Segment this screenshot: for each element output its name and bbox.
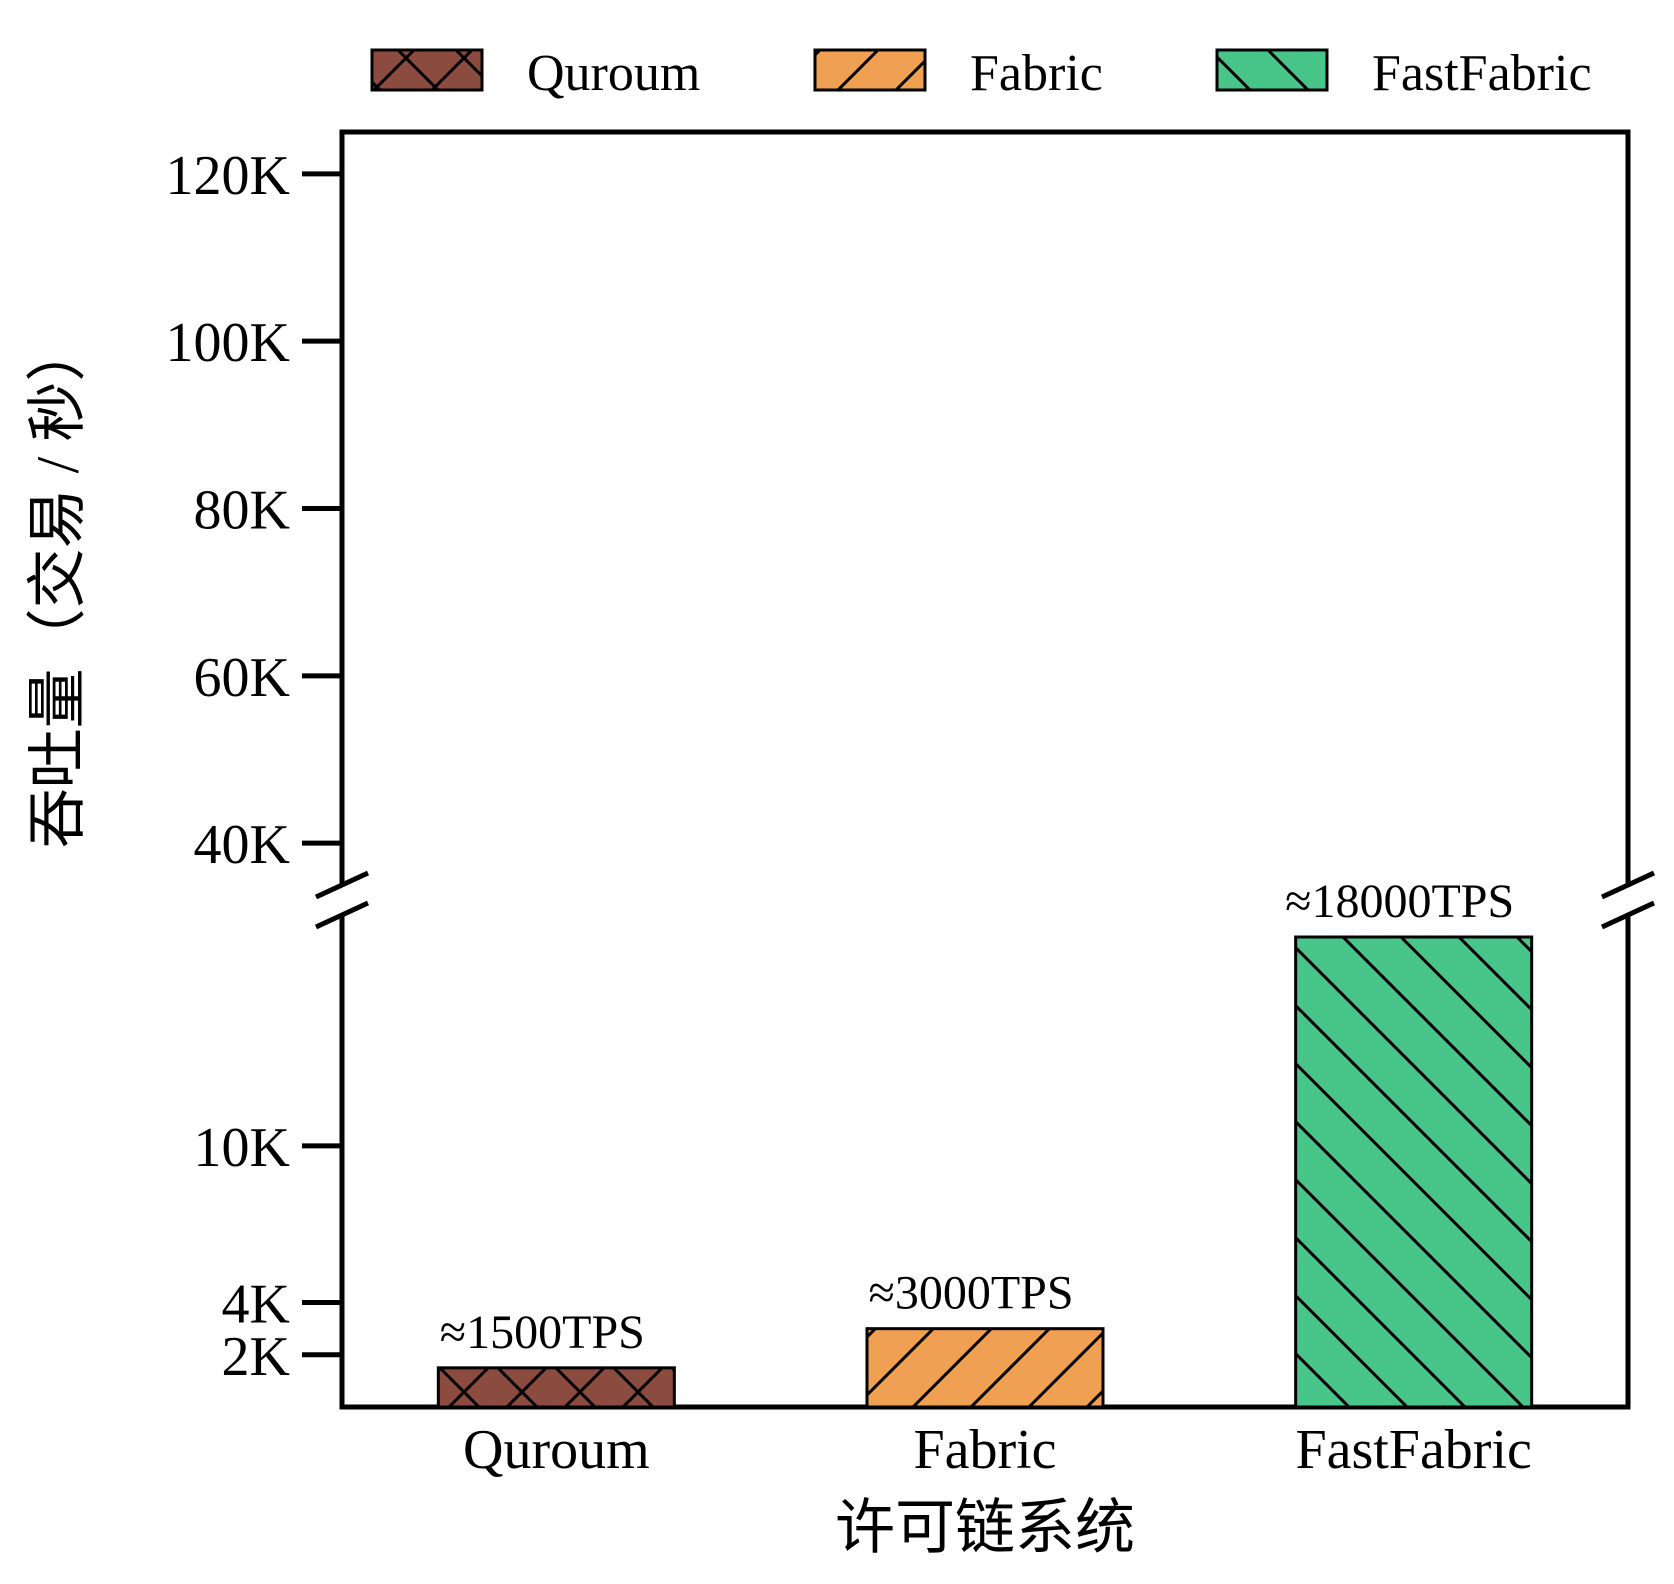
data-label-fabric: ≈3000TPS [868, 1267, 1073, 1320]
frame-upper [339, 129, 1631, 885]
bar-quroum [436, 1366, 676, 1409]
bars-group [436, 935, 1534, 1409]
legend-item-fastfabric: FastFabric [1215, 45, 1592, 102]
x-axis-title: 许可链系统 [835, 1495, 1135, 1561]
x-axis: Quroum Fabric FastFabric [463, 1419, 1532, 1481]
axis-break-mark [1600, 900, 1656, 930]
legend-item-fabric: Fabric [813, 45, 1103, 102]
y-tick-label: 100K [166, 312, 290, 374]
legend: Quroum Fabric FastFabric [370, 45, 1592, 102]
y-tick-label: 40K [194, 814, 290, 876]
y-tick-label: 2K [222, 1326, 290, 1388]
bar-fabric [865, 1327, 1105, 1409]
bar-fastfabric [1294, 935, 1534, 1409]
legend-label: Quroum [527, 45, 700, 102]
x-tick-label-quroum: Quroum [463, 1419, 650, 1481]
x-tick-label-fabric: Fabric [913, 1419, 1056, 1481]
axis-break-mark [1600, 870, 1656, 900]
data-label-fastfabric: ≈18000TPS [1285, 875, 1514, 928]
x-tick-label-fastfabric: FastFabric [1295, 1419, 1531, 1481]
axis-break-mark [314, 870, 370, 900]
legend-label: Fabric [970, 45, 1103, 102]
legend-swatch [813, 48, 927, 92]
y-tick-label: 60K [194, 647, 290, 709]
y-tick-label: 10K [194, 1117, 290, 1179]
data-label-quroum: ≈1500TPS [440, 1306, 645, 1359]
legend-label: FastFabric [1372, 45, 1592, 102]
axis-break-mark [314, 900, 370, 930]
legend-item-quroum: Quroum [370, 45, 700, 102]
y-tick-label: 120K [166, 145, 290, 207]
legend-swatch [1215, 48, 1329, 92]
y-axis-title: 吞吐量（交易 / 秒） [25, 322, 91, 849]
y-tick-label: 4K [222, 1274, 290, 1336]
legend-swatch [370, 48, 484, 92]
data-labels-group: ≈1500TPS ≈3000TPS ≈18000TPS [440, 875, 1514, 1359]
y-tick-label: 80K [194, 480, 290, 542]
